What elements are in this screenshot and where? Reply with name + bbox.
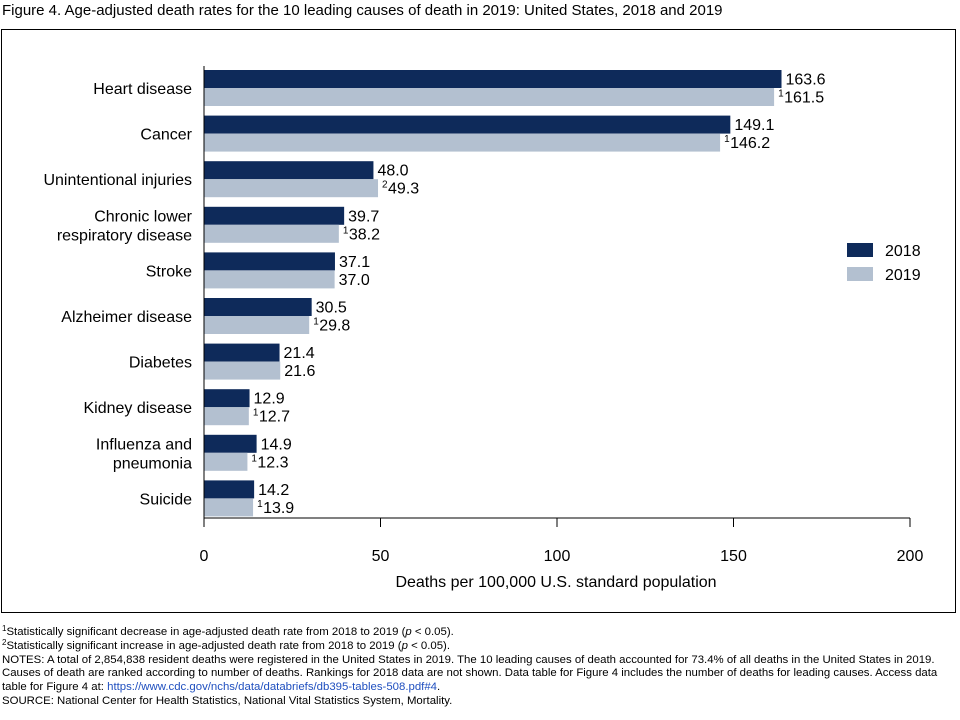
significance-mark: 1 [313, 317, 319, 328]
data-label: 29.8 [319, 318, 350, 335]
data-label: 14.9 [261, 436, 292, 453]
data-label: 12.7 [259, 409, 290, 426]
figure-title: Figure 4. Age-adjusted death rates for t… [2, 2, 723, 19]
footnotes: 1Statistically significant decrease in a… [2, 624, 958, 709]
data-label: 146.2 [730, 135, 770, 152]
data-label: 163.6 [786, 72, 826, 89]
bar-2019 [204, 224, 339, 243]
data-label: 12.3 [257, 454, 288, 471]
data-label: 14.2 [258, 482, 289, 499]
footnote-1: 1Statistically significant decrease in a… [2, 624, 454, 639]
legend-swatch-2019 [847, 267, 873, 281]
bar-2019 [204, 361, 281, 380]
bar-2019 [204, 133, 721, 152]
category-label: Unintentional injuries [43, 172, 192, 189]
data-label: 13.9 [263, 500, 294, 517]
bar-2018 [204, 252, 335, 271]
category-label: Chronic lower [94, 208, 192, 225]
significance-mark: 1 [343, 225, 349, 236]
bar-2018 [204, 115, 731, 134]
category-label: Cancer [140, 127, 192, 144]
significance-mark: 1 [724, 134, 730, 145]
x-tick-label: 200 [897, 548, 924, 565]
bar-2019 [204, 498, 254, 517]
data-label: 49.3 [388, 181, 419, 198]
category-label: Heart disease [93, 81, 192, 98]
bar-2018 [204, 480, 255, 499]
x-axis-title: Deaths per 100,000 U.S. standard populat… [395, 574, 716, 591]
bar-2018 [204, 389, 250, 408]
bar-2019 [204, 452, 248, 471]
bar-2018 [204, 206, 345, 225]
data-table-link[interactable]: https://www.cdc.gov/nchs/data/databriefs… [107, 681, 438, 694]
data-label: 37.1 [339, 254, 370, 271]
legend-label: 2018 [885, 243, 921, 260]
chart-frame [1, 29, 956, 613]
bar-2019 [204, 270, 335, 289]
bar-2019 [204, 88, 775, 106]
category-label: respiratory disease [57, 227, 192, 244]
category-label: Kidney disease [83, 400, 192, 417]
category-label: Diabetes [129, 355, 192, 372]
data-label: 39.7 [348, 208, 379, 225]
category-label: Influenza and [96, 436, 192, 453]
legend-swatch-2018 [847, 243, 873, 257]
significance-mark: 2 [382, 180, 388, 191]
bar-2018 [204, 70, 782, 88]
significance-mark: 1 [253, 408, 259, 419]
legend-label: 2019 [885, 267, 921, 284]
x-tick-label: 0 [200, 548, 209, 565]
bar-2019 [204, 316, 310, 334]
data-label: 12.9 [254, 391, 285, 408]
category-label: Suicide [140, 491, 193, 508]
significance-mark: 1 [257, 499, 263, 510]
x-tick-label: 50 [372, 548, 390, 565]
x-tick-label: 100 [544, 548, 571, 565]
data-label: 149.1 [734, 117, 774, 134]
significance-mark: 1 [778, 89, 784, 100]
bar-2018 [204, 298, 312, 316]
x-tick-label: 150 [720, 548, 747, 565]
notes-text: NOTES: A total of 2,854,838 resident dea… [2, 653, 938, 694]
bar-2019 [204, 179, 379, 198]
bar-2018 [204, 434, 257, 453]
source-text: SOURCE: National Center for Health Stati… [2, 694, 453, 707]
data-label: 48.0 [377, 163, 408, 180]
footnote-2: 2Statistically significant increase in a… [2, 637, 451, 652]
data-label: 30.5 [316, 300, 347, 317]
data-label: 21.4 [284, 345, 315, 362]
data-label: 38.2 [349, 226, 380, 243]
data-label: 21.6 [284, 363, 315, 380]
bar-2018 [204, 343, 280, 362]
category-label: Stroke [146, 263, 192, 280]
bar-2018 [204, 161, 374, 180]
category-label: Alzheimer disease [61, 309, 192, 326]
bar-2019 [204, 407, 249, 426]
data-label: 37.0 [339, 272, 370, 289]
category-label: pneumonia [113, 455, 192, 472]
significance-mark: 1 [251, 453, 257, 464]
data-label: 161.5 [784, 90, 824, 107]
